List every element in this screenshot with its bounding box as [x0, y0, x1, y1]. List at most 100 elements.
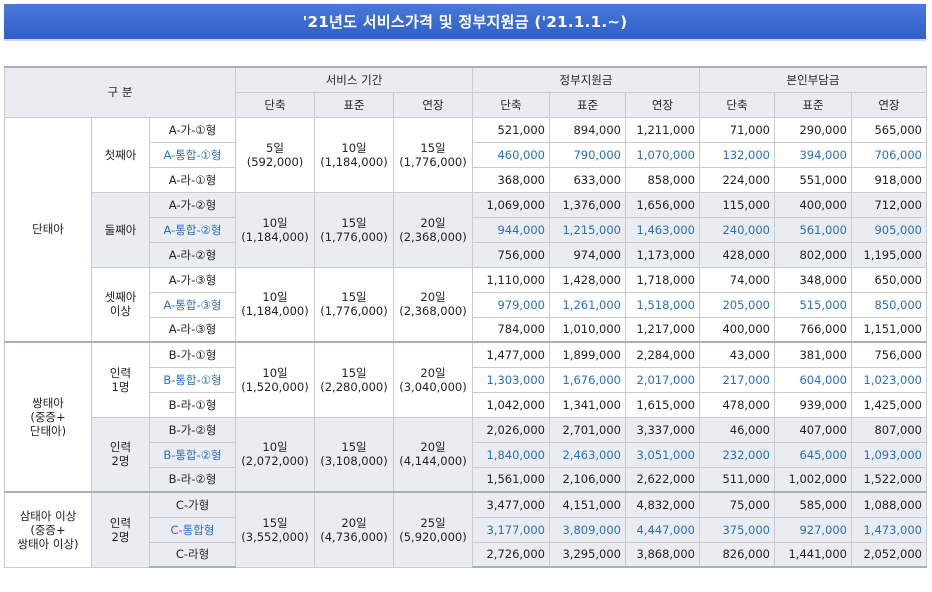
gov-support-standard: 633,000: [549, 166, 626, 193]
header-category: 구 분: [4, 66, 236, 118]
table-row: A-통합-③형 979,000 1,261,000 1,518,000 205,000 5…: [5, 291, 927, 318]
self-pay-short: 240,000: [699, 216, 775, 243]
gov-support-extended: 1,211,000: [625, 116, 700, 143]
service-type: A-가-②형: [149, 191, 236, 218]
self-pay-short: 132,000: [699, 141, 775, 168]
gov-support-standard: 1,215,000: [549, 216, 626, 243]
table-row: 쌍태아 (중증+ 단태아) 인력 1명 B-가-①형 10일 (1,520,000) 1…: [4, 341, 927, 493]
header-self-standard: 표준: [774, 91, 852, 118]
gov-support-short: 1,477,000: [472, 341, 550, 368]
header-self-short: 단축: [699, 91, 775, 118]
group-label: 삼태아 이상 (중증+ 쌍태아 이상): [4, 491, 92, 568]
self-pay-standard: 604,000: [774, 366, 852, 393]
table-row: C-라형 2,726,000 3,295,000 3,868,000 826,000 1,…: [5, 541, 927, 568]
header-gov-short: 단축: [472, 91, 550, 118]
table-row: A-통합-①형 460,000 790,000 1,070,000 132,000 394…: [5, 141, 927, 168]
self-pay-standard: 407,000: [774, 416, 852, 443]
gov-support-extended: 1,718,000: [625, 266, 700, 293]
self-pay-short: 74,000: [699, 266, 775, 293]
gov-support-short: 979,000: [472, 291, 550, 318]
gov-support-extended: 1,518,000: [625, 291, 700, 318]
self-pay-standard: 290,000: [774, 116, 852, 143]
table-row: 둘째아 A-가-②형 10일 (1,184,000) 15일 (1,776,000) 2…: [5, 191, 927, 268]
gov-support-extended: 1,217,000: [625, 316, 700, 343]
subgroup-label: 첫째아: [91, 116, 150, 193]
period-extended: 25일 (5,920,000): [393, 491, 473, 568]
page-title: '21년도 서비스가격 및 정부지원금 ('21.1.1.~): [4, 4, 926, 41]
gov-support-standard: 1,899,000: [549, 341, 626, 368]
self-pay-extended: 756,000: [851, 341, 927, 368]
header-gov-extended: 연장: [625, 91, 700, 118]
subgroup-label: 인력 2명: [91, 416, 150, 493]
period-standard: 15일 (3,108,000): [314, 416, 394, 493]
self-pay-extended: 1,023,000: [851, 366, 927, 393]
self-pay-standard: 1,441,000: [774, 541, 852, 568]
self-pay-short: 46,000: [699, 416, 775, 443]
table-row: 단태아 첫째아 A-가-①형 5일 (592,000) 10일 (1,184,000) 1…: [4, 116, 927, 343]
table-row: B-통합-①형 1,303,000 1,676,000 2,017,000 217,00…: [5, 366, 927, 393]
header-period-extended: 연장: [393, 91, 473, 118]
gov-support-extended: 1,173,000: [625, 241, 700, 268]
gov-support-extended: 4,832,000: [625, 491, 700, 518]
table-row: 삼태아 이상 (중증+ 쌍태아 이상) 인력 2명 C-가형 15일 (3,552,0…: [4, 491, 927, 568]
table-row: B-라-②형 1,561,000 2,106,000 2,622,000 511,000…: [5, 466, 927, 493]
service-type: B-통합-①형: [149, 366, 236, 393]
self-pay-short: 43,000: [699, 341, 775, 368]
gov-support-short: 1,840,000: [472, 441, 550, 468]
service-type: A-가-③형: [149, 266, 236, 293]
gov-support-extended: 2,017,000: [625, 366, 700, 393]
service-type: C-가형: [149, 491, 236, 518]
self-pay-short: 478,000: [699, 391, 775, 418]
gov-support-short: 784,000: [472, 316, 550, 343]
self-pay-extended: 850,000: [851, 291, 927, 318]
gov-support-short: 2,726,000: [472, 541, 550, 568]
gov-support-short: 1,110,000: [472, 266, 550, 293]
service-type: B-통합-②형: [149, 441, 236, 468]
gov-support-standard: 2,701,000: [549, 416, 626, 443]
gov-support-extended: 3,337,000: [625, 416, 700, 443]
gov-support-extended: 1,656,000: [625, 191, 700, 218]
gov-support-standard: 974,000: [549, 241, 626, 268]
gov-support-extended: 4,447,000: [625, 516, 700, 543]
period-standard: 15일 (2,280,000): [314, 341, 394, 418]
gov-support-standard: 1,676,000: [549, 366, 626, 393]
period-standard: 10일 (1,184,000): [314, 116, 394, 193]
gov-support-standard: 894,000: [549, 116, 626, 143]
gov-support-extended: 1,615,000: [625, 391, 700, 418]
self-pay-extended: 706,000: [851, 141, 927, 168]
price-table: 구 분 서비스 기간 정부지원금 본인부담금 단축 표준 연장 단축 표준 연장…: [4, 66, 927, 568]
gov-support-standard: 790,000: [549, 141, 626, 168]
self-pay-short: 826,000: [699, 541, 775, 568]
gov-support-short: 3,477,000: [472, 491, 550, 518]
self-pay-extended: 1,093,000: [851, 441, 927, 468]
self-pay-short: 511,000: [699, 466, 775, 493]
self-pay-standard: 400,000: [774, 191, 852, 218]
gov-support-standard: 1,341,000: [549, 391, 626, 418]
gov-support-short: 1,303,000: [472, 366, 550, 393]
service-type: C-통합형: [149, 516, 236, 543]
gov-support-short: 944,000: [472, 216, 550, 243]
period-short: 10일 (2,072,000): [235, 416, 315, 493]
table-row: 인력 2명 B-가-②형 10일 (2,072,000) 15일 (3,108,000…: [5, 416, 927, 493]
period-short: 15일 (3,552,000): [235, 491, 315, 568]
header-gov-support: 정부지원금: [472, 66, 700, 93]
table-row: 셋째아 이상 A-가-③형 10일 (1,184,000) 15일 (1,776,00…: [5, 266, 927, 343]
subgroup-label: 인력 1명: [91, 341, 150, 418]
gov-support-short: 2,026,000: [472, 416, 550, 443]
gov-support-extended: 1,070,000: [625, 141, 700, 168]
self-pay-extended: 565,000: [851, 116, 927, 143]
self-pay-extended: 1,522,000: [851, 466, 927, 493]
table-row: C-통합형 3,177,000 3,809,000 4,447,000 375,000 9…: [5, 516, 927, 543]
service-type: B-가-①형: [149, 341, 236, 368]
self-pay-short: 205,000: [699, 291, 775, 318]
table-row: B-라-①형 1,042,000 1,341,000 1,615,000 478,000…: [5, 391, 927, 418]
service-type: A-라-②형: [149, 241, 236, 268]
service-type: A-라-③형: [149, 316, 236, 343]
gov-support-extended: 2,622,000: [625, 466, 700, 493]
subgroup-label: 둘째아: [91, 191, 150, 268]
self-pay-extended: 1,195,000: [851, 241, 927, 268]
period-short: 5일 (592,000): [235, 116, 315, 193]
self-pay-short: 232,000: [699, 441, 775, 468]
self-pay-standard: 381,000: [774, 341, 852, 368]
gov-support-extended: 2,284,000: [625, 341, 700, 368]
